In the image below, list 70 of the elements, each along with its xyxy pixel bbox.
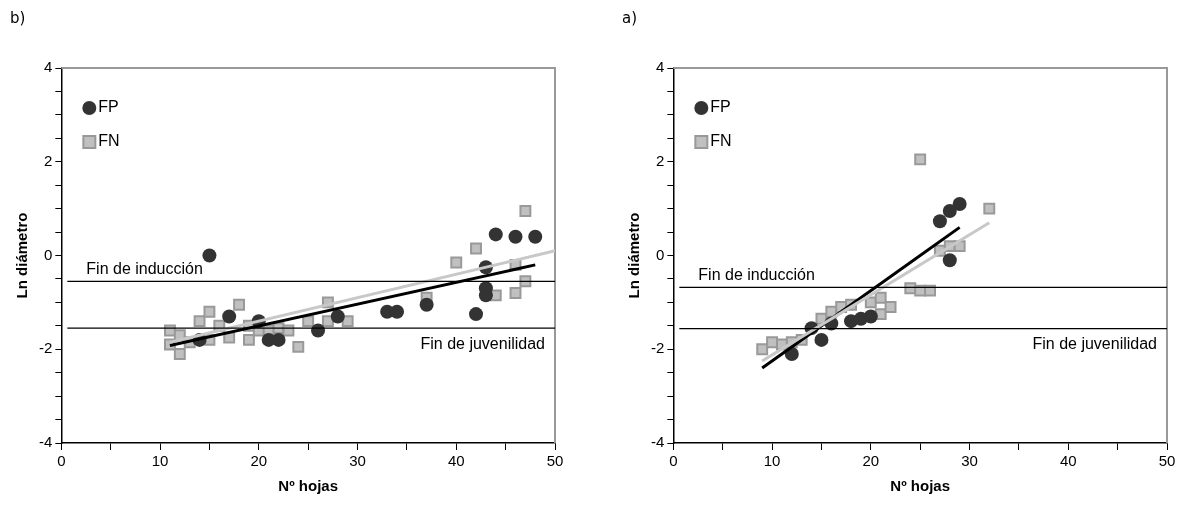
point [766, 336, 779, 349]
point [469, 307, 484, 322]
point [863, 309, 878, 324]
x-tick-label: 50 [1158, 452, 1176, 470]
point [203, 305, 216, 318]
point [341, 315, 354, 328]
point [271, 332, 286, 347]
point [222, 309, 237, 324]
x-tick-label: 30 [349, 452, 366, 470]
x-tick-label: 10 [763, 452, 781, 470]
ref-line-label: Fin de inducción [86, 259, 203, 277]
point [193, 315, 206, 328]
point [470, 242, 482, 255]
point [508, 229, 523, 244]
point [528, 229, 543, 244]
point [488, 227, 503, 242]
point [292, 340, 305, 353]
y-tick-label: -4 [650, 433, 665, 451]
legend-label: FN [98, 132, 120, 150]
x-tick-label: 40 [447, 452, 465, 470]
point [814, 332, 829, 347]
point [942, 253, 957, 268]
point [914, 153, 927, 166]
y-tick-label: 0 [655, 245, 665, 263]
y-tick-label: 4 [655, 58, 665, 76]
point [173, 347, 186, 360]
point [390, 304, 405, 319]
legend-label: FP [710, 98, 731, 116]
point [233, 298, 246, 311]
y-tick-label: -2 [650, 339, 665, 357]
point [321, 315, 334, 328]
point [932, 214, 947, 229]
y-tick-label: 2 [655, 151, 665, 169]
point [983, 202, 996, 215]
x-tick-label: 10 [151, 452, 169, 470]
x-axis-title: Nº hojas [890, 477, 950, 495]
point [756, 343, 769, 356]
x-tick-label: 40 [1059, 452, 1077, 470]
y-tick-label: 4 [43, 58, 53, 76]
x-tick-label: 50 [546, 452, 564, 470]
x-tick-label: 20 [862, 452, 880, 470]
ref-line-label: Fin de inducción [698, 265, 815, 283]
legend-label: FP [98, 98, 119, 116]
point [330, 309, 345, 324]
point [202, 248, 217, 263]
point [874, 291, 887, 304]
y-tick-label: -2 [38, 339, 53, 357]
x-tick-label: 30 [961, 452, 978, 470]
y-tick-label: 0 [43, 245, 53, 263]
y-axis-title: Ln diámetro [625, 212, 643, 299]
ref-line-label: Fin de juvenilidad [1032, 335, 1157, 353]
point [884, 301, 897, 314]
x-tick-label: 0 [57, 452, 66, 470]
y-axis-title: Ln diámetro [13, 212, 31, 299]
point [942, 203, 957, 218]
y-tick-label: -4 [38, 433, 53, 451]
legend-label: FN [710, 132, 732, 150]
point [419, 297, 434, 312]
y-tick-label: 2 [43, 151, 53, 169]
x-axis-title: Nº hojas [278, 477, 338, 495]
point [952, 196, 967, 211]
ref-line-label: Fin de juvenilidad [420, 334, 545, 352]
x-tick-label: 20 [250, 452, 268, 470]
point [519, 205, 532, 217]
point [509, 287, 522, 299]
point [242, 333, 255, 346]
chart-title: a) [622, 8, 638, 27]
chart-title: b) [10, 8, 26, 27]
x-tick-label: 0 [669, 452, 678, 470]
point [450, 256, 463, 269]
